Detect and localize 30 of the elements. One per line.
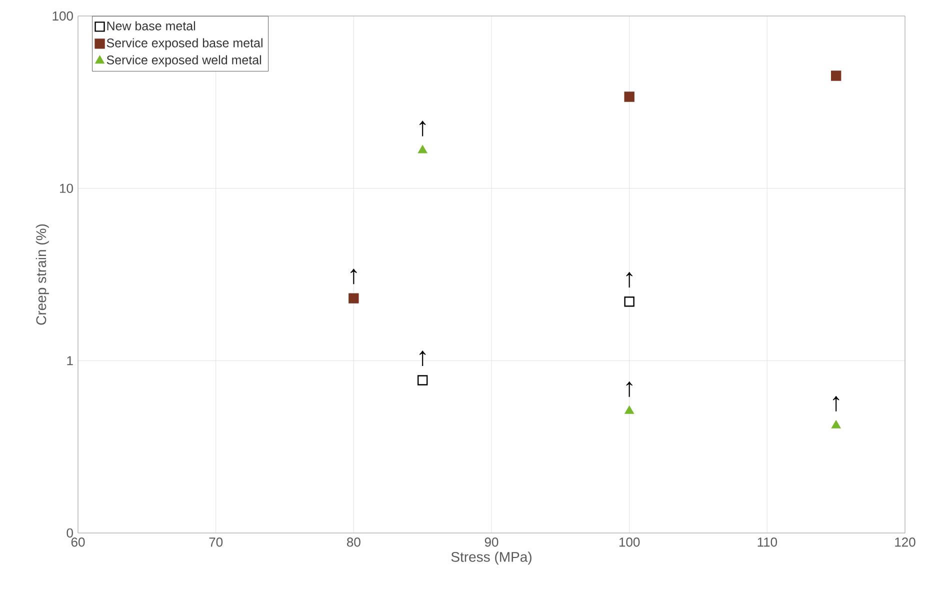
annotation: ↑ (626, 272, 632, 288)
x-tick-label: 80 (347, 538, 360, 547)
annotation: ↑ (833, 396, 840, 412)
x-tick-label: 90 (484, 538, 498, 547)
legend-label: New base metal (107, 21, 196, 30)
annotation: ↑ (626, 381, 632, 397)
y-tick-label: 1 (67, 356, 73, 366)
legend-label: Service exposed weld metal (106, 55, 262, 67)
y-tick-label: 100 (52, 11, 73, 21)
point (832, 420, 841, 428)
point (624, 296, 634, 307)
x-tick-label: 120 (895, 538, 916, 547)
y-axis-title: Creep strain (%) (36, 224, 49, 325)
x-tick-label: 60 (71, 538, 85, 547)
x-tick-label: 70 (209, 538, 223, 547)
point (417, 375, 428, 386)
x-tick-label: 100 (619, 538, 640, 547)
y-tick-label: 10 (60, 184, 73, 193)
annotation: ↑ (420, 350, 426, 366)
legend-label: Service exposed base metal (106, 38, 262, 50)
annotation: ↑ (420, 120, 426, 136)
point (624, 92, 634, 102)
x-tick-label: 110 (758, 538, 778, 547)
annotation: ↑ (350, 268, 357, 284)
x-axis-title: Stress (MPa) (451, 552, 532, 565)
point (624, 406, 634, 414)
point (348, 293, 359, 304)
y-tick-label: 0 (66, 528, 73, 538)
point (418, 145, 428, 154)
point (830, 70, 842, 81)
